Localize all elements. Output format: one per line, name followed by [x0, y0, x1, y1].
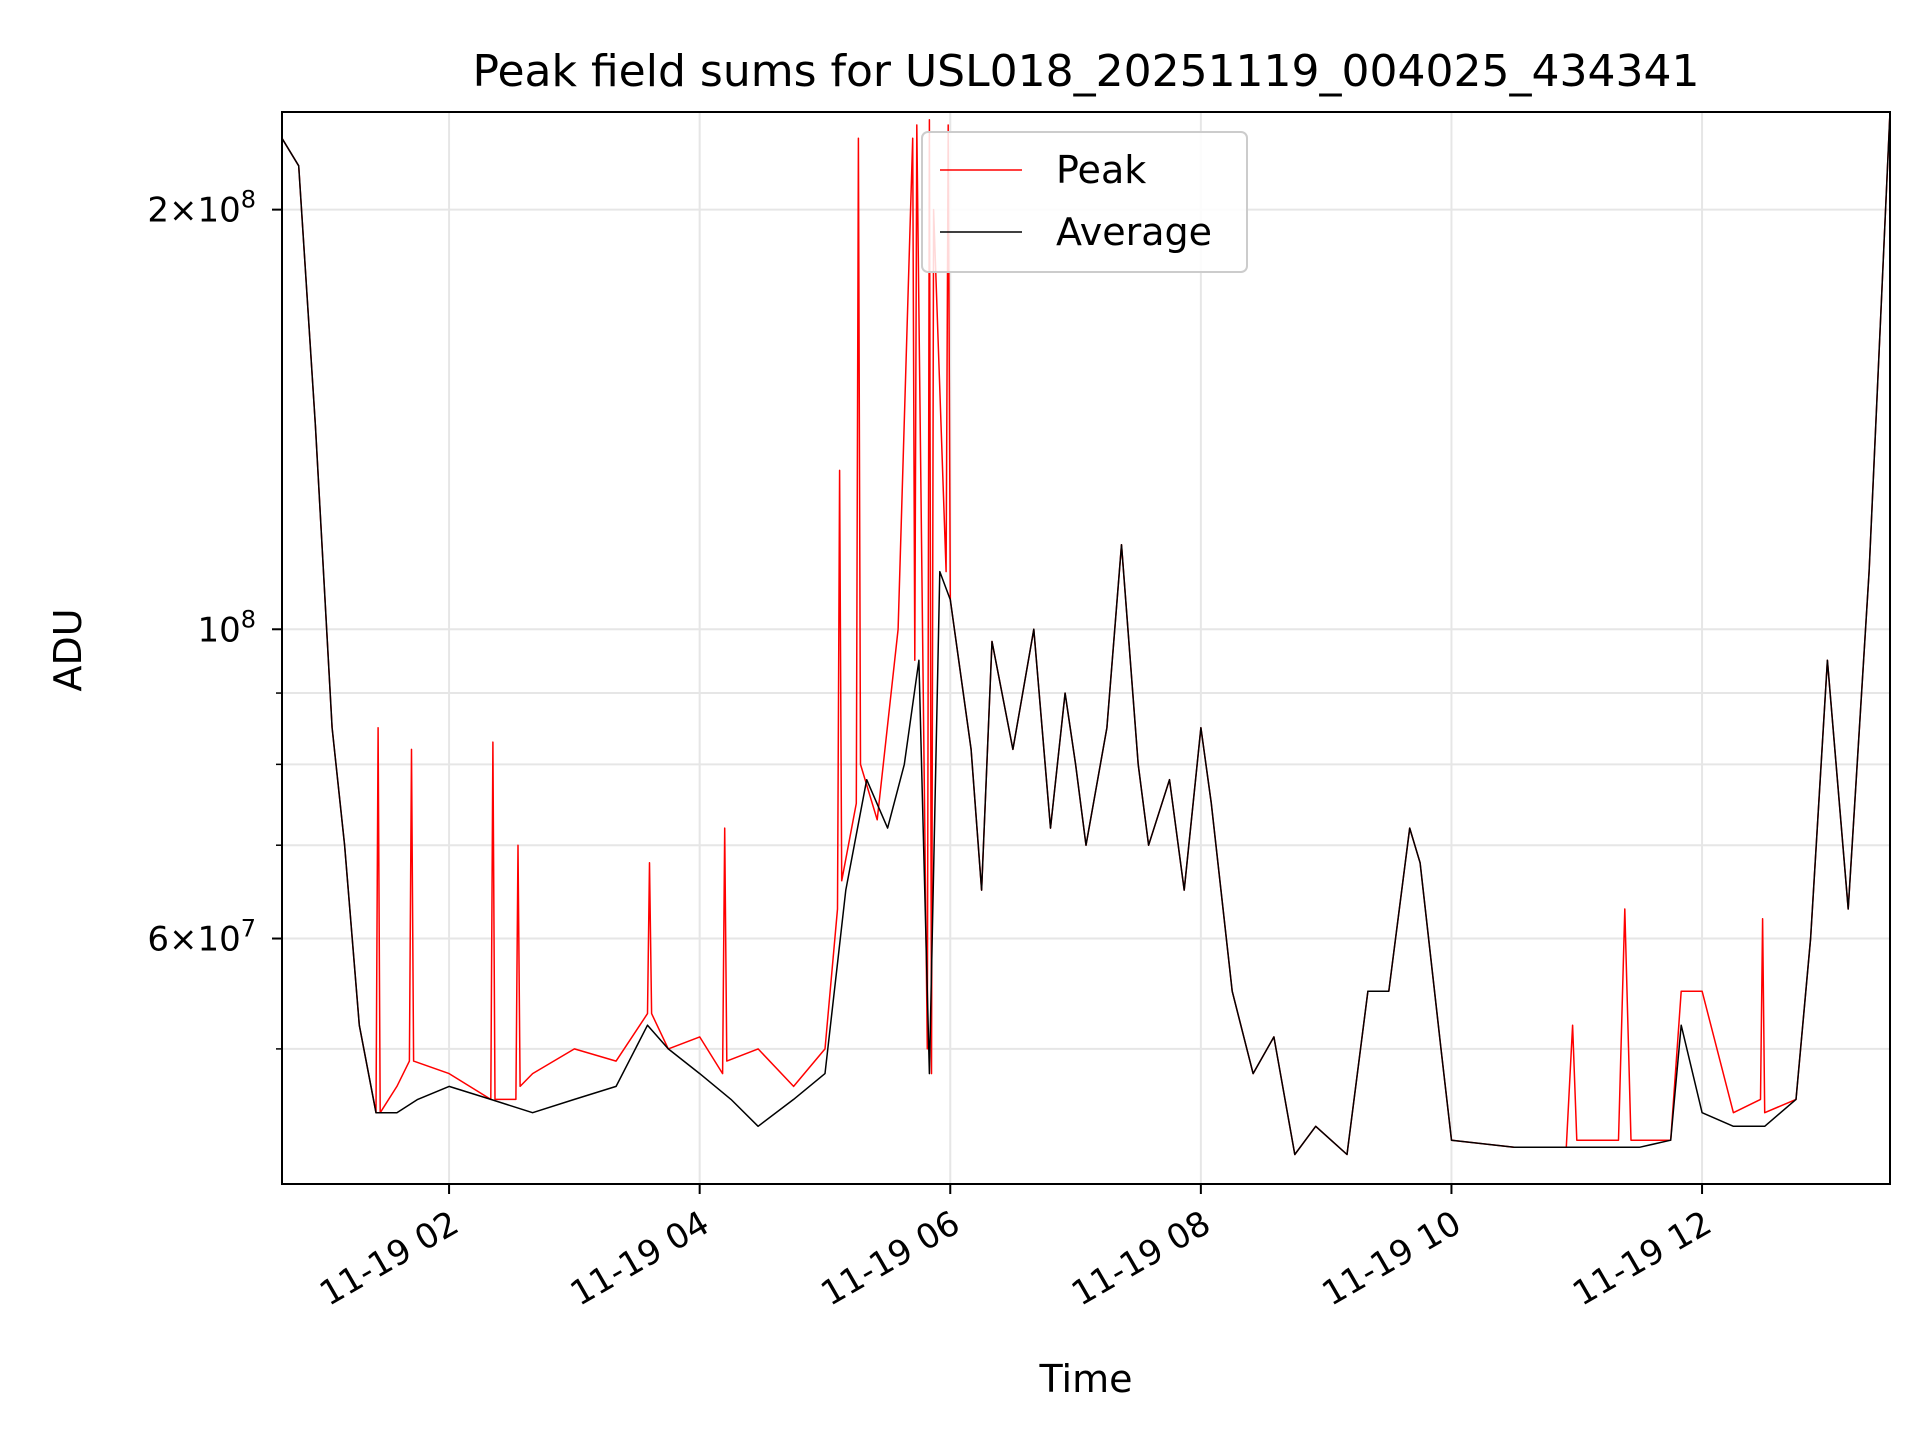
- chart-title: Peak field sums for USL018_20251119_0040…: [473, 46, 1700, 97]
- y-tick-label: 6×107: [147, 915, 256, 960]
- plot-frame: [281, 111, 1891, 1185]
- series-layer: [281, 111, 1891, 1156]
- y-tick-label: 108: [197, 605, 256, 650]
- series-line-average: [281, 111, 1891, 1156]
- legend-label-peak: Peak: [1056, 148, 1146, 192]
- y-tick-label: 2×108: [147, 186, 256, 231]
- legend-label-average: Average: [1056, 210, 1212, 254]
- series-line-peak: [281, 111, 1891, 1156]
- y-axis-label: ADU: [46, 608, 90, 691]
- legend: Peak Average: [921, 131, 1248, 273]
- y-axis: 6×107 108 2×108: [147, 186, 282, 1050]
- legend-box: [921, 131, 1248, 273]
- x-axis-label: Time: [1039, 1357, 1133, 1401]
